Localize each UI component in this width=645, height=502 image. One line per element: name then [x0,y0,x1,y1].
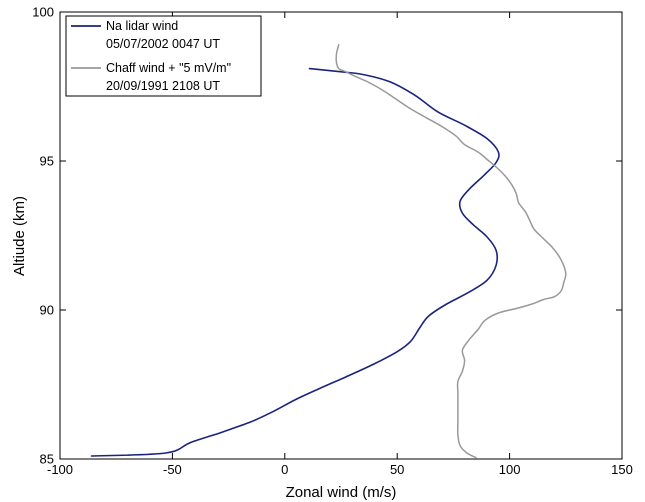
data-series [90,44,567,459]
x-tick-label: -50 [163,462,182,477]
legend-label-na-lidar: Na lidar wind [106,19,178,33]
x-tick-label: 0 [281,462,288,477]
x-tick-label: 50 [390,462,404,477]
x-axis-label: Zonal wind (m/s) [286,484,397,501]
series-line-na-lidar [90,67,500,457]
axis-ticks: -100 -50 0 50 100 150 85 90 95 100 [32,5,633,478]
y-tick-label: 85 [40,452,54,467]
y-tick-label: 100 [32,5,54,20]
legend-subtitle-na-lidar: 05/07/2002 0047 UT [106,37,220,51]
plot-frame [59,11,623,460]
y-tick-label: 95 [40,154,54,169]
y-axis-label: Altiude (km) [11,196,28,276]
legend-subtitle-chaff: 20/09/1991 2108 UT [106,79,220,93]
legend: Na lidar wind 05/07/2002 0047 UT Chaff w… [65,15,262,97]
x-tick-label: 150 [611,462,633,477]
y-tick-label: 90 [40,303,54,318]
x-tick-label: -100 [47,462,73,477]
legend-box [65,15,262,97]
series-line-chaff [335,44,567,459]
x-tick-label: 100 [499,462,521,477]
legend-label-chaff: Chaff wind + "5 mV/m" [106,61,231,75]
